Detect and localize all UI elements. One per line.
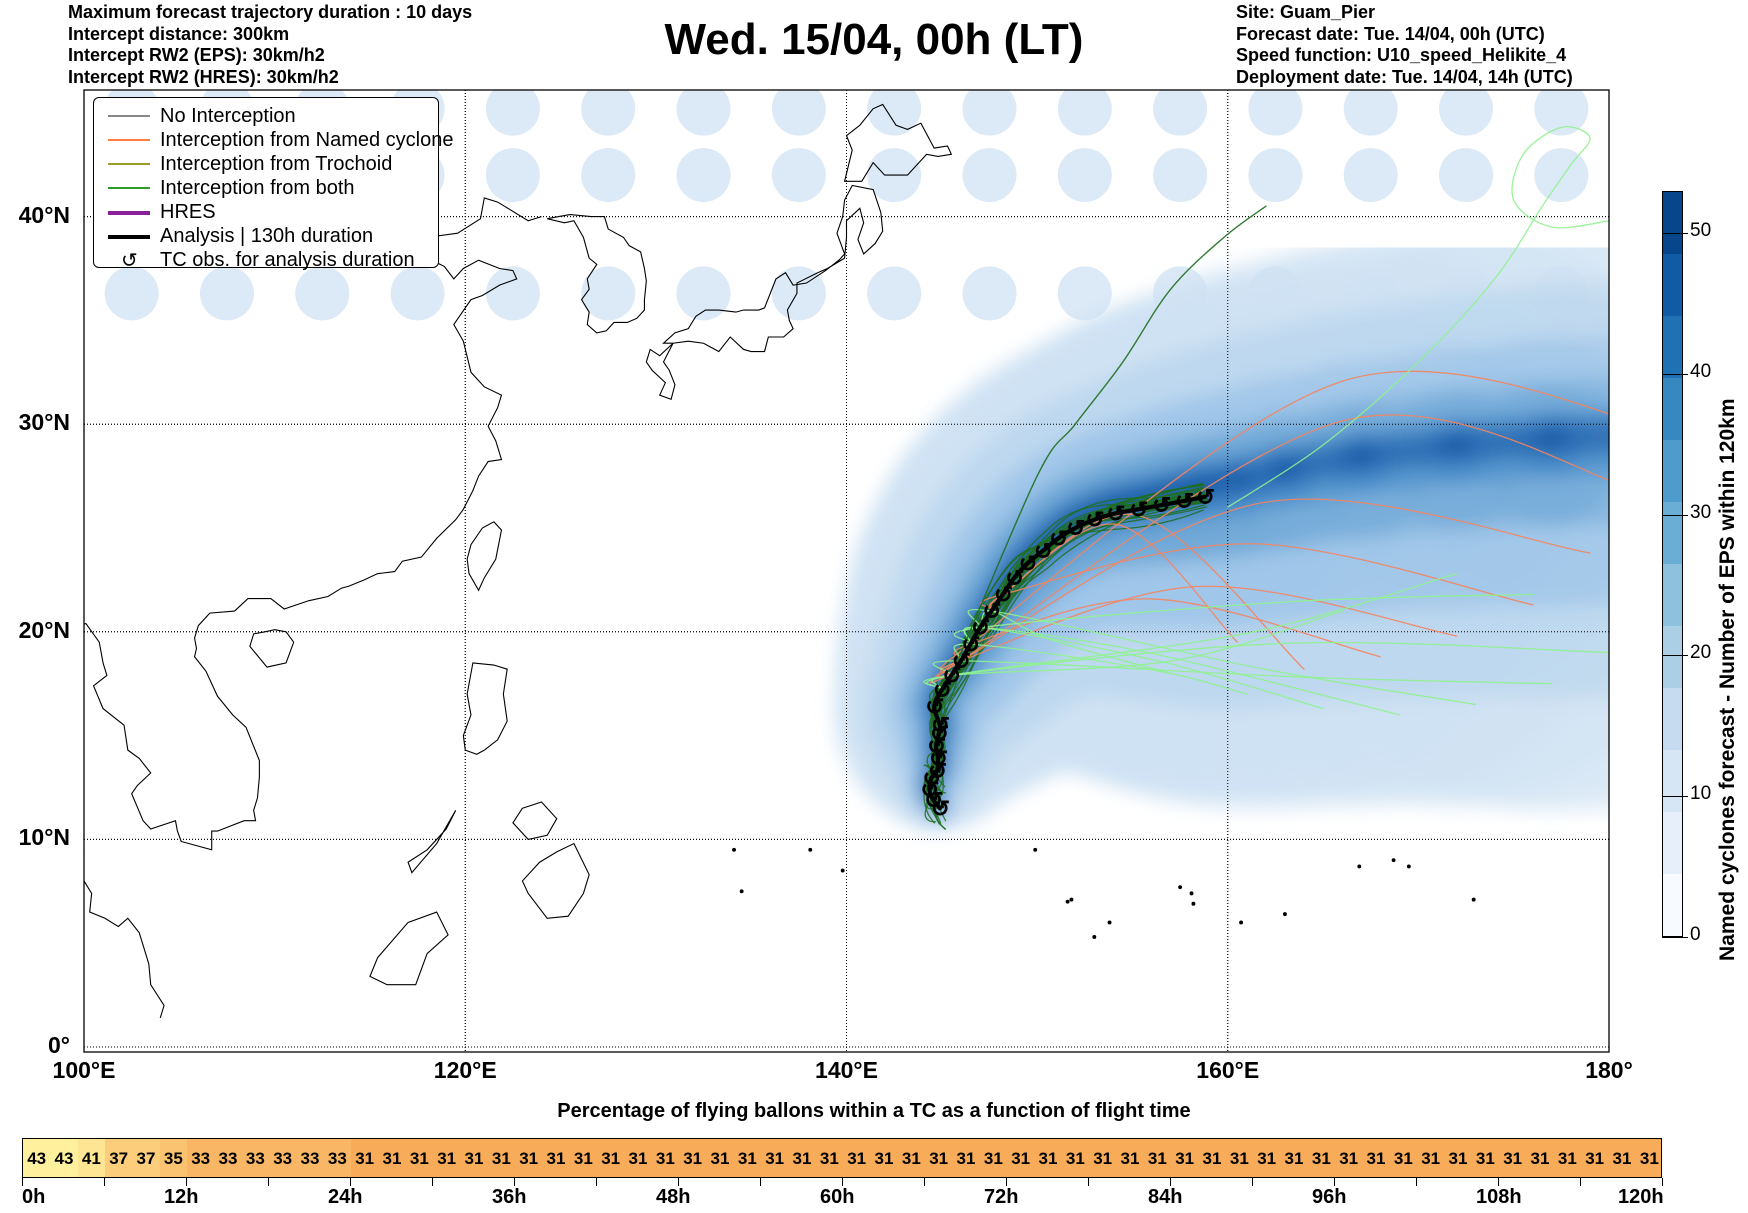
svg-text:↺: ↺ (1066, 515, 1085, 541)
svg-text:↺: ↺ (1152, 492, 1171, 518)
svg-text:↺: ↺ (1085, 507, 1104, 533)
svg-text:↺: ↺ (1129, 496, 1148, 522)
svg-text:↺: ↺ (1196, 484, 1215, 510)
svg-text:↺: ↺ (1106, 500, 1125, 526)
svg-text:↺: ↺ (1175, 488, 1194, 514)
